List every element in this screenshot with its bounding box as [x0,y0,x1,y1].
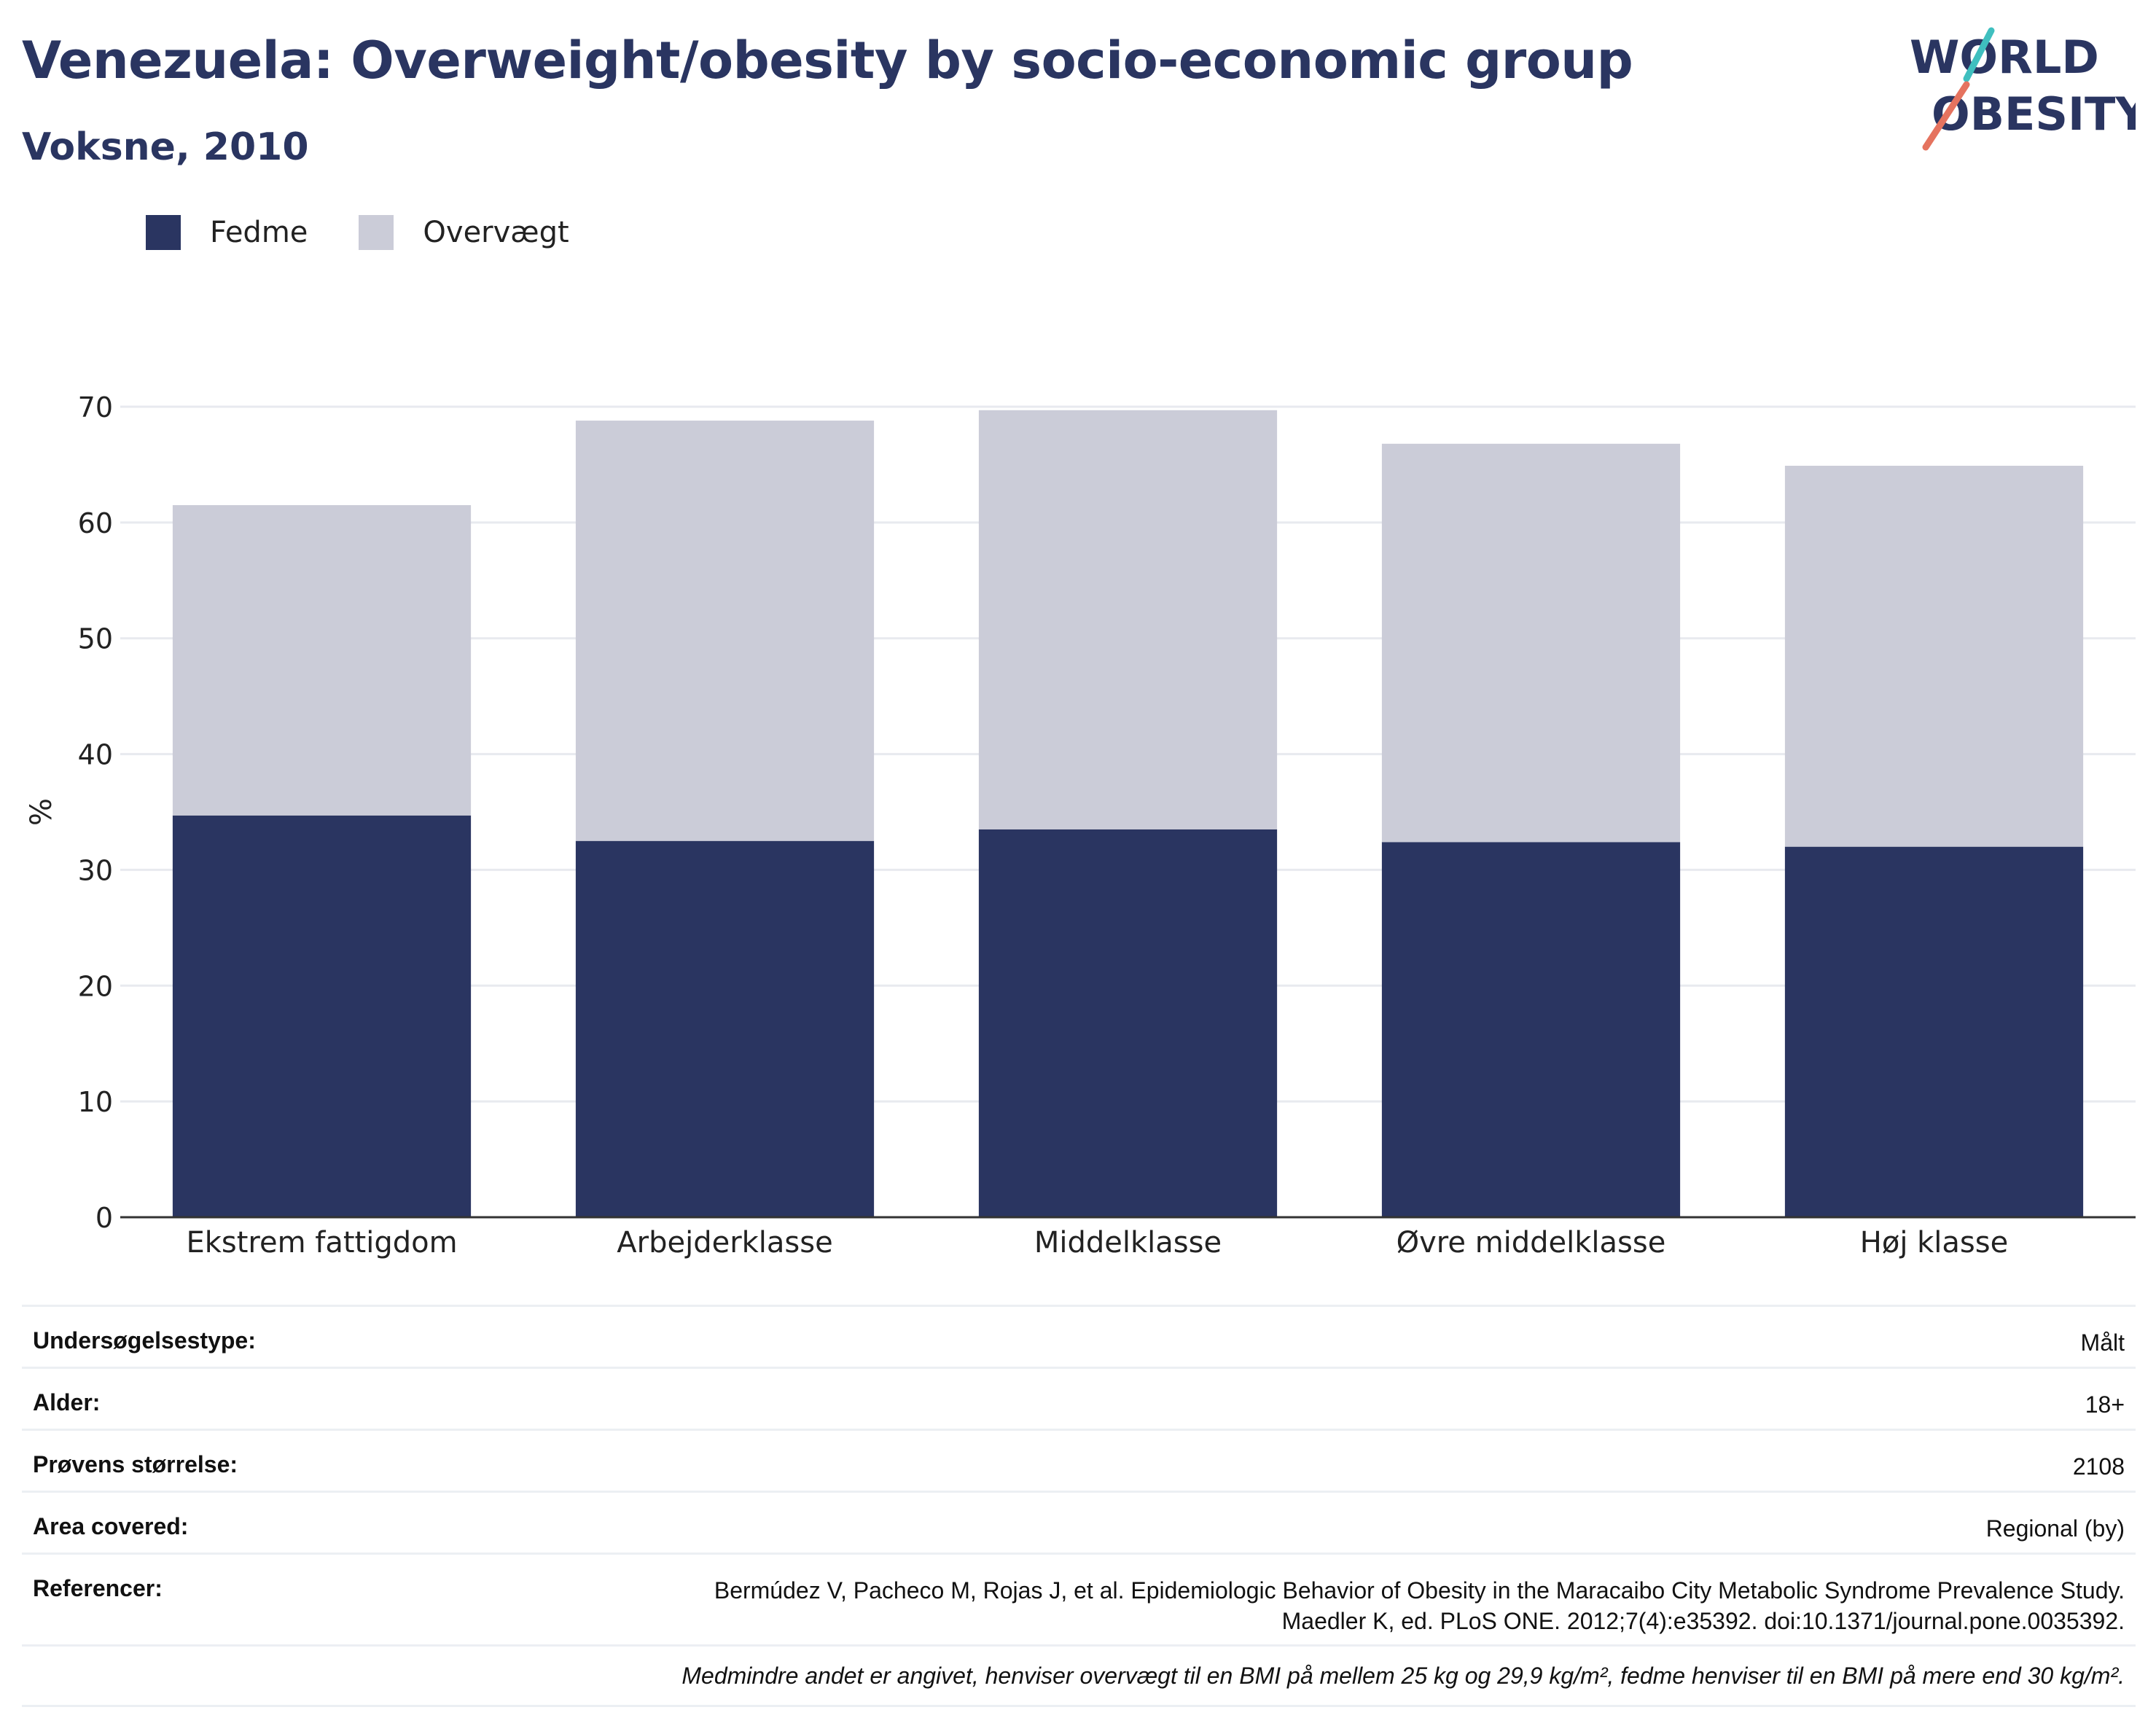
info-label: Area covered: [33,1513,189,1539]
y-tick-label: 70 [78,391,113,423]
info-row-sample-size: Prøvens størrelse: 2108 [22,1429,2136,1491]
reference-text: Bermúdez V, Pacheco M, Rojas J, et al. E… [714,1575,2125,1636]
info-value: Målt [2080,1329,2125,1356]
x-tick-label: Høj klasse [1860,1226,2008,1260]
bmi-footnote: Medmindre andet er angivet, henviser ove… [22,1644,2136,1707]
info-row-survey-type: Undersøgelsestype: Målt [22,1305,2136,1367]
bar-fedme [1381,842,1681,1217]
info-label: Referencer: [33,1575,163,1601]
y-tick-label: 50 [78,623,113,655]
reference-line: Maedler K, ed. PLoS ONE. 2012;7(4):e3539… [1281,1608,2125,1634]
info-value: 2108 [2072,1453,2125,1480]
y-tick-label: 30 [78,854,113,886]
info-label: Alder: [33,1389,101,1415]
y-tick-label: 20 [78,970,113,1002]
y-tick-label: 40 [78,739,113,771]
y-tick-label: 0 [95,1202,113,1234]
x-tick-label: Øvre middelklasse [1397,1226,1666,1260]
legend-swatch-overvaegt [359,215,394,250]
info-label: Prøvens størrelse: [33,1451,238,1477]
y-axis-label: % [25,798,58,826]
y-tick-label: 60 [78,507,113,539]
bar-fedme [172,815,472,1217]
x-tick-label: Arbejderklasse [617,1226,832,1260]
bar-fedme [1784,846,2084,1217]
info-value: 18+ [2085,1391,2125,1418]
y-tick-label: 10 [78,1086,113,1118]
bar-overvaegt [172,505,472,816]
info-row-references: Referencer: Bermúdez V, Pacheco M, Rojas… [22,1553,2136,1644]
legend-swatch-fedme [146,215,181,250]
bar-fedme [978,829,1278,1217]
svg-text:WORLD: WORLD [1910,31,2099,84]
legend-label-overvaegt: Overvægt [423,216,569,249]
bar-overvaegt [978,410,1278,829]
world-obesity-logo: WORLD OBESITY [1910,27,2136,151]
x-tick-label: Middelklasse [1034,1226,1222,1260]
stacked-bar-chart: 0 10 20 30 40 50 60 70% Ekstrem fattigdom Arbejde… [25,391,2136,1260]
x-tick-label: Ekstrem fattigdom [186,1226,457,1260]
info-value: Regional (by) [1985,1515,2125,1542]
info-row-area-covered: Area covered: Regional (by) [22,1491,2136,1553]
bar-fedme [575,840,875,1217]
legend-label-fedme: Fedme [210,216,308,249]
chart-title: Venezuela: Overweight/obesity by socio-e… [22,31,1633,90]
chart-legend: Fedme Overvægt [146,215,620,250]
info-table: Undersøgelsestype: Målt Alder: 18+ Prøve… [22,1305,2136,1707]
bar-overvaegt [1784,466,2084,847]
chart-subtitle: Voksne, 2010 [22,125,309,169]
info-label: Undersøgelsestype: [33,1327,256,1354]
legend-item-overvaegt[interactable]: Overvægt [359,215,569,250]
info-row-age: Alder: 18+ [22,1367,2136,1429]
svg-text:OBESITY: OBESITY [1932,87,2136,141]
bar-overvaegt [1381,443,1681,843]
reference-line: Bermúdez V, Pacheco M, Rojas J, et al. E… [714,1577,2125,1604]
legend-item-fedme[interactable]: Fedme [146,215,308,250]
bar-overvaegt [575,421,875,841]
